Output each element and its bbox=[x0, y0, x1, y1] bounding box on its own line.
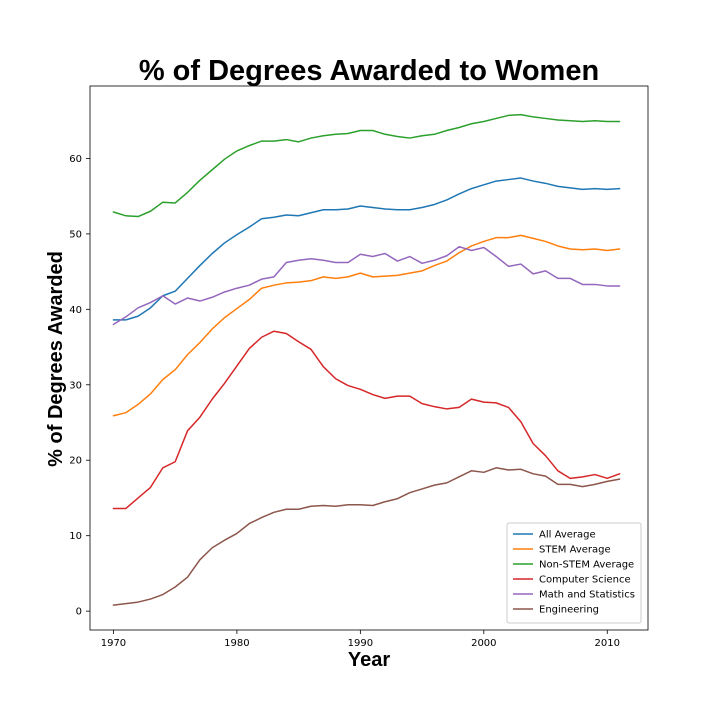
x-tick-label: 1970 bbox=[101, 638, 126, 649]
x-axis: 1970 1980 1990 2000 2010 bbox=[101, 630, 620, 649]
y-axis-label: % of Degrees Awarded bbox=[45, 251, 67, 467]
y-tick-label: 10 bbox=[69, 531, 82, 542]
y-tick-label: 20 bbox=[69, 456, 82, 467]
series-line-math-and-statistics bbox=[112, 245, 621, 326]
y-tick-label: 40 bbox=[69, 305, 82, 316]
legend: All Average STEM Average Non-STEM Average C… bbox=[506, 522, 642, 624]
y-tick-label: 50 bbox=[69, 229, 82, 240]
series-lines bbox=[112, 113, 621, 606]
legend-label-computer-science: Computer Science bbox=[539, 575, 631, 586]
plot-frame bbox=[89, 85, 649, 631]
legend-box bbox=[506, 522, 642, 624]
legend-label-stem-average: STEM Average bbox=[539, 545, 611, 556]
series-line-all-average bbox=[112, 177, 621, 321]
chart-title: % of Degrees Awarded to Women bbox=[139, 55, 599, 87]
y-tick-label: 60 bbox=[69, 154, 82, 165]
x-tick-label: 1990 bbox=[348, 638, 373, 649]
legend-label-engineering: Engineering bbox=[539, 605, 599, 616]
y-tick-label: 0 bbox=[76, 607, 82, 618]
x-axis-label: Year bbox=[348, 649, 390, 671]
y-tick-label: 30 bbox=[69, 380, 82, 391]
series-line-computer-science bbox=[112, 330, 621, 510]
legend-label-all-average: All Average bbox=[539, 530, 596, 541]
y-axis: 0 10 20 30 40 50 60 bbox=[69, 154, 90, 618]
series-line-non-stem-average bbox=[112, 113, 621, 218]
x-tick-label: 2000 bbox=[471, 638, 496, 649]
series-line-stem-average bbox=[112, 234, 621, 417]
legend-label-non-stem-average: Non-STEM Average bbox=[539, 560, 634, 571]
plot-area bbox=[89, 85, 649, 631]
legend-label-math-and-statistics: Math and Statistics bbox=[539, 590, 635, 601]
series-line-engineering bbox=[112, 467, 621, 606]
x-tick-label: 1980 bbox=[224, 638, 249, 649]
x-tick-label: 2010 bbox=[595, 638, 620, 649]
